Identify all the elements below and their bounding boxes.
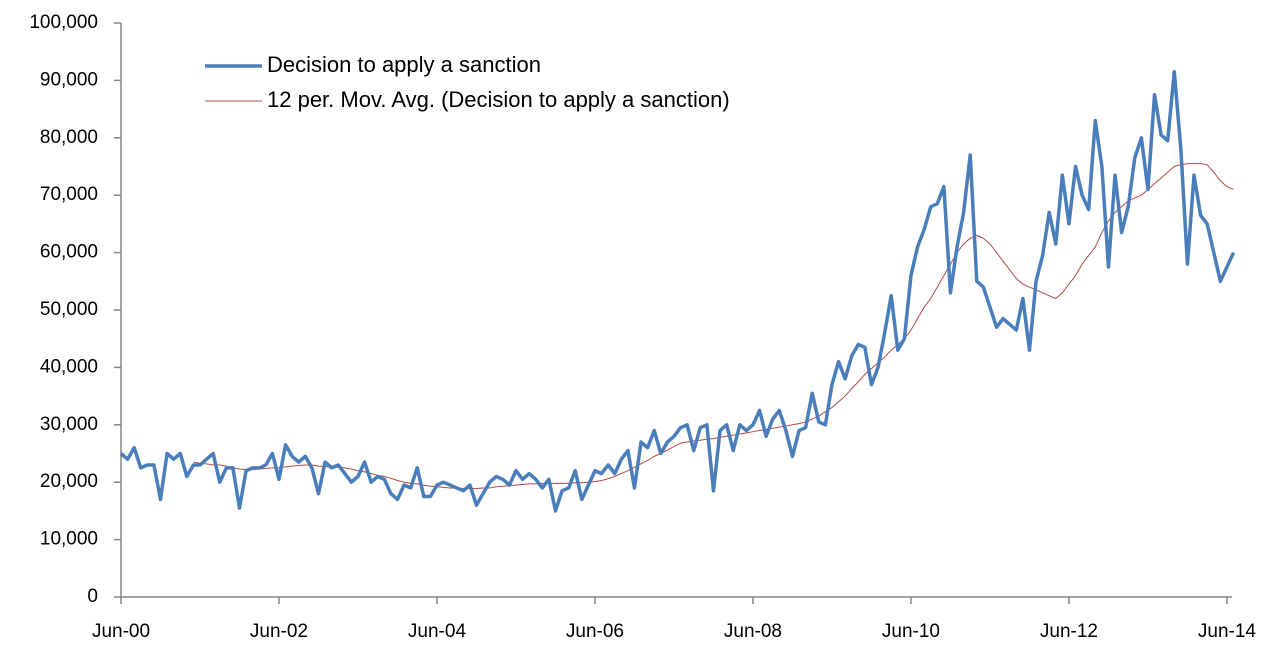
y-tick-label: 20,000 bbox=[40, 471, 98, 492]
x-tick-label: Jun-14 bbox=[1198, 621, 1257, 642]
x-tick-label: Jun-12 bbox=[1040, 621, 1098, 642]
series-line bbox=[119, 70, 1236, 513]
y-tick-label: 90,000 bbox=[40, 69, 98, 90]
y-tick-label: 10,000 bbox=[40, 529, 98, 550]
legend-label: 12 per. Mov. Avg. (Decision to apply a s… bbox=[267, 87, 730, 112]
legend-label: Decision to apply a sanction bbox=[267, 52, 541, 77]
y-tick-label: 60,000 bbox=[40, 242, 98, 263]
x-tick-label: Jun-04 bbox=[408, 621, 467, 642]
y-tick-label: 0 bbox=[87, 586, 98, 607]
x-tick-label: Jun-08 bbox=[724, 621, 782, 642]
x-tick-label: Jun-10 bbox=[882, 621, 940, 642]
y-tick-label: 100,000 bbox=[29, 12, 98, 33]
y-tick-label: 80,000 bbox=[40, 127, 98, 148]
y-tick-label: 40,000 bbox=[40, 356, 98, 377]
y-tick-label: 30,000 bbox=[40, 414, 98, 435]
x-tick-label: Jun-00 bbox=[92, 621, 150, 642]
series-line bbox=[193, 163, 1234, 490]
y-tick-label: 70,000 bbox=[40, 184, 98, 205]
x-tick-label: Jun-06 bbox=[566, 621, 624, 642]
y-tick-label: 50,000 bbox=[40, 299, 98, 320]
x-tick-label: Jun-02 bbox=[250, 621, 308, 642]
